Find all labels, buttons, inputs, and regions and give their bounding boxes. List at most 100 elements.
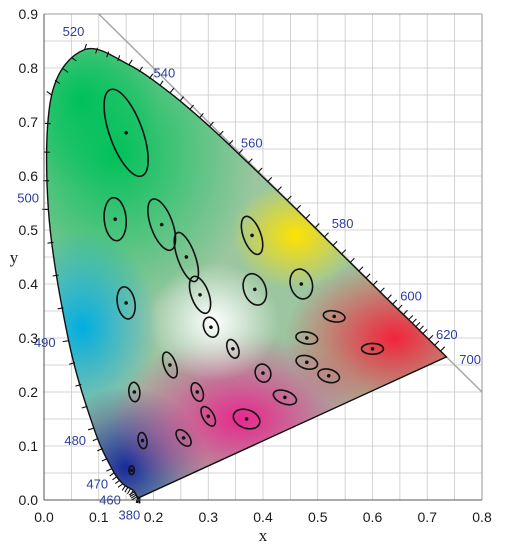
- wavelength-tick: [305, 214, 311, 220]
- wavelength-label: 490: [34, 335, 56, 350]
- wavelength-tick: [112, 475, 118, 481]
- ellipse-center-point: [231, 347, 235, 351]
- ellipse-center-point: [244, 417, 249, 421]
- locus-color-blob: [46, 230, 159, 425]
- wavelength-tick: [92, 437, 99, 442]
- ellipse-center-point: [195, 390, 200, 394]
- wavelength-tick: [124, 486, 129, 493]
- wavelength-label: 700: [459, 352, 481, 367]
- wavelength-tick: [106, 468, 113, 472]
- locus-color-blob: [148, 262, 280, 382]
- wavelength-tick: [129, 489, 134, 496]
- ellipse-center-point: [332, 314, 336, 319]
- macadam-ellipse: [190, 381, 205, 403]
- x-tick-label: 0.4: [253, 509, 273, 525]
- macadam-ellipse: [147, 198, 177, 252]
- wavelength-tick: [121, 485, 126, 491]
- y-tick-label: 0.9: [19, 6, 39, 22]
- ellipse-center-point: [132, 390, 137, 394]
- macadam-ellipse: [272, 389, 298, 406]
- wavelength-tick: [397, 304, 403, 310]
- y-tick-label: 0.6: [19, 168, 39, 184]
- wavelength-ticks: [42, 43, 446, 504]
- wavelength-tick: [415, 322, 421, 328]
- macadam-ellipse: [161, 351, 179, 379]
- wavelength-tick: [218, 130, 224, 136]
- ellipse-outline: [161, 351, 179, 379]
- wavelength-tick: [386, 294, 392, 300]
- ellipse-outline: [254, 363, 272, 383]
- wavelength-tick: [332, 240, 338, 246]
- ellipse-outline: [116, 286, 136, 320]
- ellipse-center-point: [326, 374, 331, 378]
- ellipse-outline: [173, 231, 200, 283]
- wavelength-tick: [208, 121, 214, 127]
- wavelength-tick: [189, 104, 194, 110]
- ellipse-outline: [272, 389, 298, 406]
- ellipse-outline: [225, 338, 240, 359]
- ellipse-center-point: [252, 287, 257, 292]
- wavelength-tick: [358, 266, 364, 272]
- macadam-ellipse: [254, 363, 272, 383]
- macadam-ellipse: [128, 381, 141, 403]
- wavelength-label: 520: [63, 24, 85, 39]
- ellipse-center-point: [209, 325, 213, 330]
- ellipse-outline: [295, 331, 319, 345]
- wavelength-tick: [71, 57, 77, 62]
- wavelength-label: 620: [436, 327, 458, 342]
- wavelength-tick: [83, 43, 87, 50]
- wavelength-tick: [314, 223, 320, 229]
- wavelength-label: 540: [153, 65, 175, 80]
- wavelength-tick: [408, 314, 414, 321]
- wavelength-tick: [81, 405, 88, 409]
- ellipse-center-point: [181, 436, 186, 440]
- wavelength-tick: [402, 309, 408, 315]
- wavelength-tick: [129, 493, 136, 498]
- y-tick-label: 0.8: [19, 60, 39, 76]
- macadam-ellipse: [360, 342, 385, 355]
- ellipse-center-point: [113, 217, 117, 221]
- x-axis-title: x: [259, 526, 268, 545]
- macadam-ellipse: [175, 428, 192, 447]
- wavelength-tick: [341, 249, 347, 255]
- wavelength-tick: [128, 59, 133, 66]
- wavelength-tick: [138, 66, 143, 73]
- macadam-ellipse: [188, 275, 212, 315]
- wavelength-label: 380: [119, 507, 141, 522]
- x-tick-label: 0.3: [199, 509, 219, 525]
- y-axis-title: y: [10, 248, 19, 267]
- x-tick-label: 0.2: [144, 509, 164, 525]
- wavelength-label: 500: [17, 191, 39, 206]
- wavelength-tick: [159, 80, 164, 87]
- wavelength-tick: [69, 362, 76, 365]
- macadam-ellipse: [202, 316, 220, 338]
- ellipse-outline: [289, 268, 314, 300]
- ellipse-center-point: [198, 293, 202, 297]
- wavelength-tick: [169, 87, 175, 94]
- wavelength-tick: [411, 318, 417, 324]
- wavelength-tick: [228, 139, 234, 146]
- ellipse-outline: [188, 275, 212, 315]
- macadam-ellipse: [103, 196, 128, 242]
- x-tick-label: 0.6: [363, 509, 383, 525]
- macadam-ellipse: [242, 272, 268, 306]
- ellipse-center-point: [206, 414, 211, 419]
- x-tick-label: 0.7: [418, 509, 438, 525]
- macadam-ellipse: [289, 268, 314, 300]
- macadam-ellipse: [173, 231, 200, 283]
- wavelength-tick: [372, 280, 378, 286]
- ellipse-outline: [317, 368, 341, 384]
- wavelength-tick: [95, 47, 99, 54]
- wavelength-tick: [87, 427, 94, 431]
- wavelength-tick: [247, 158, 253, 164]
- wavelength-tick: [46, 91, 52, 96]
- ellipse-center-point: [304, 336, 309, 340]
- ellipse-outline: [240, 215, 264, 256]
- ellipse-center-point: [159, 222, 164, 227]
- wavelength-tick: [127, 488, 132, 495]
- macadam-ellipse: [322, 309, 346, 323]
- wavelength-tick: [52, 274, 59, 277]
- y-tick-labels: 0.0 0.1 0.2 0.3 0.4 0.5 0.6 0.7 0.8 0.9: [19, 6, 39, 508]
